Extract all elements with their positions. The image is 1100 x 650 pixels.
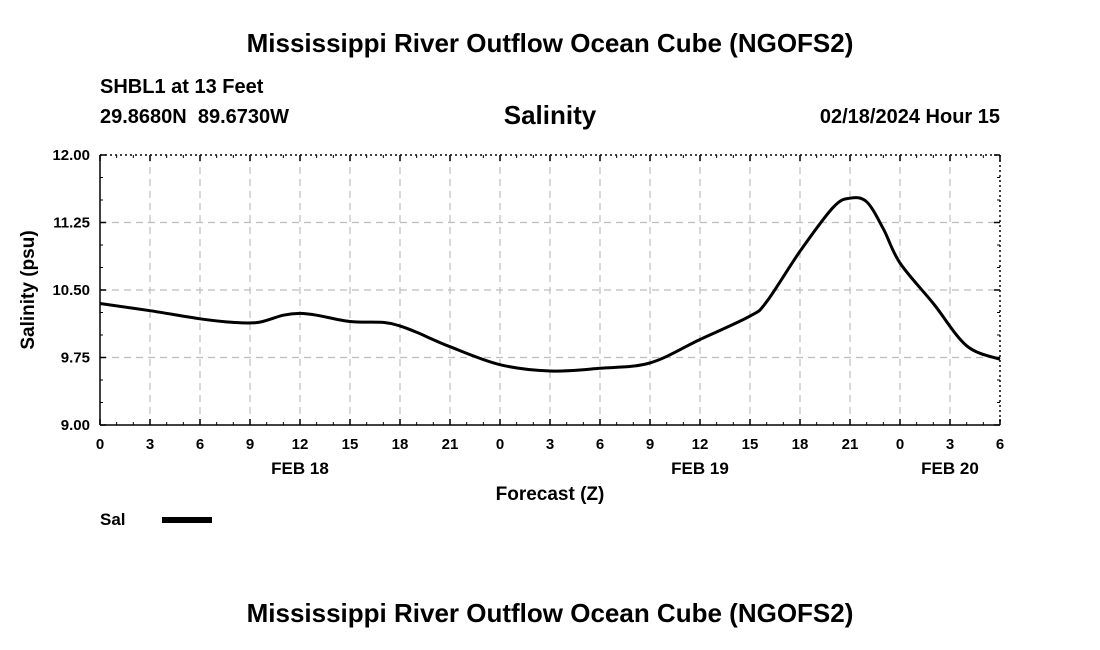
date-label: FEB 19 (671, 459, 729, 478)
x-axis-label: Forecast (Z) (496, 484, 605, 505)
y-axis-label: Salinity (psu) (18, 230, 39, 349)
x-tick-label: 6 (596, 436, 604, 453)
x-tick-label: 0 (896, 436, 904, 453)
x-tick-label: 9 (246, 436, 254, 453)
station-coordinates: 29.8680N 89.6730W (100, 106, 290, 128)
x-tick-label: 15 (742, 436, 759, 453)
x-tick-label: 21 (842, 436, 859, 453)
x-tick-label: 6 (996, 436, 1004, 453)
x-tick-label: 21 (442, 436, 459, 453)
x-tick-label: 0 (96, 436, 104, 453)
x-tick-label: 18 (392, 436, 409, 453)
series-line-sal (99, 196, 1001, 373)
forecast-date: 02/18/2024 Hour 15 (819, 106, 1000, 128)
x-tick-label: 12 (692, 436, 709, 453)
x-tick-label: 3 (946, 436, 954, 453)
variable-title: Salinity (503, 100, 597, 130)
x-tick-label: 18 (792, 436, 809, 453)
footer-title: Mississippi River Outflow Ocean Cube (NG… (246, 598, 854, 628)
x-tick-label: 6 (196, 436, 204, 453)
y-tick-label: 9.00 (61, 417, 90, 434)
legend-line-swatch (162, 517, 212, 523)
x-tick-label: 15 (342, 436, 359, 453)
date-label: FEB 20 (921, 459, 979, 478)
y-tick-label: 10.50 (52, 282, 90, 299)
x-tick-label: 3 (146, 436, 154, 453)
chart-title: Mississippi River Outflow Ocean Cube (NG… (246, 28, 854, 58)
y-tick-label: 11.25 (53, 215, 90, 232)
x-tick-label: 9 (646, 436, 654, 453)
date-label: FEB 18 (271, 459, 329, 478)
station-label: SHBL1 at 13 Feet (100, 76, 264, 98)
y-tick-label: 12.00 (52, 147, 90, 164)
x-tick-label: 3 (546, 436, 554, 453)
legend-label: Sal (100, 510, 126, 529)
y-tick-label: 9.75 (61, 350, 90, 367)
x-tick-label: 0 (496, 436, 504, 453)
x-tick-label: 12 (292, 436, 309, 453)
